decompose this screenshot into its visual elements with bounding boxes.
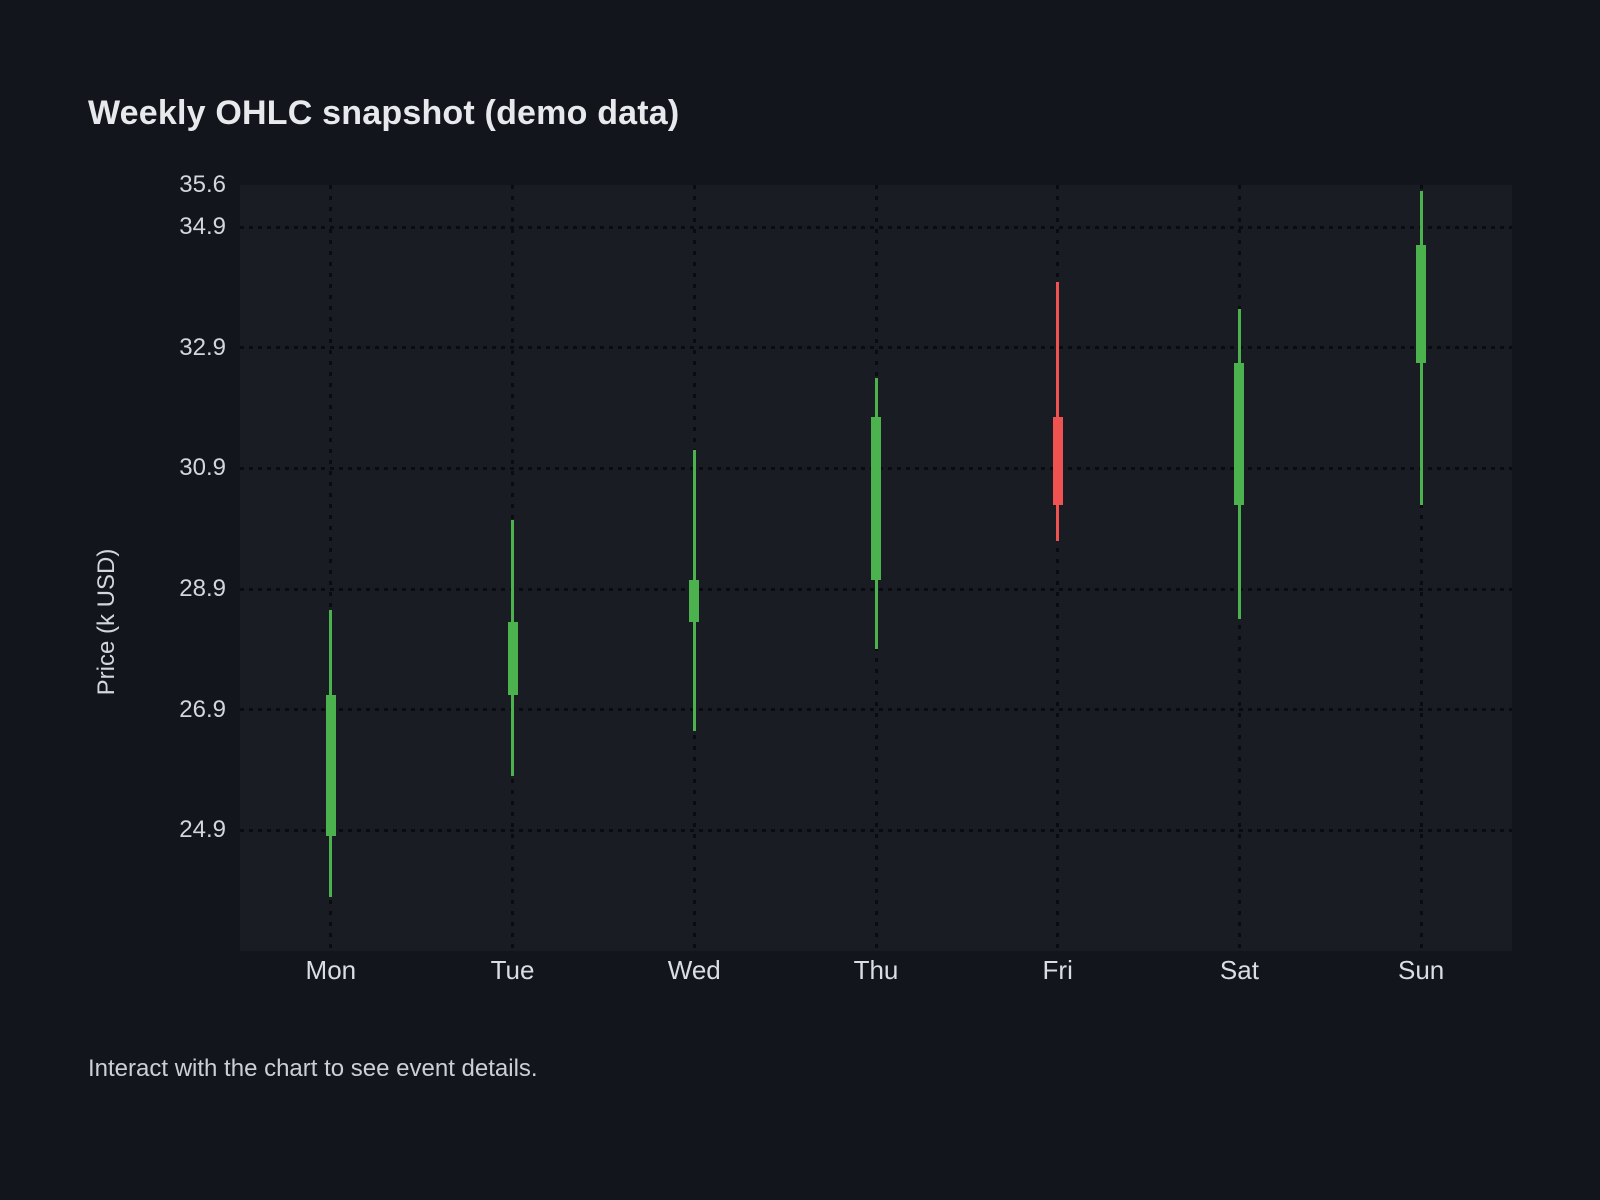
candle-wick-fri[interactable] [1056, 281, 1060, 541]
candle-body-sat[interactable] [1234, 362, 1245, 505]
y-tick-label: 32.9 [179, 333, 226, 361]
gridline-vertical [1056, 185, 1060, 951]
y-tick-label: 35.6 [179, 171, 226, 198]
x-tick-label-fri: Fri [1042, 955, 1073, 985]
candle-body-thu[interactable] [871, 417, 881, 581]
candle-body-fri[interactable] [1052, 417, 1063, 505]
candle-body-wed[interactable] [689, 580, 700, 623]
x-tick-label-thu: Thu [853, 955, 899, 985]
x-tick-label-mon: Mon [305, 955, 357, 985]
x-tick-label-sun: Sun [1398, 955, 1445, 985]
y-tick-label: 34.9 [179, 213, 226, 241]
y-tick-label: 28.9 [179, 575, 226, 603]
y-tick-label: 30.9 [179, 454, 226, 482]
candle-body-mon[interactable] [325, 694, 336, 837]
x-tick-label-sat: Sat [1219, 955, 1259, 985]
candle-body-tue[interactable] [507, 622, 518, 695]
gridline-vertical [329, 185, 333, 951]
gridline-vertical [1419, 185, 1423, 951]
footer-hint: Interact with the chart to see event det… [88, 1055, 538, 1082]
y-axis-title: Price (k USD) [93, 548, 120, 696]
plot-area[interactable] [240, 185, 1512, 951]
chart-title: Weekly OHLC snapshot (demo data) [88, 94, 680, 132]
y-tick-label: 26.9 [179, 695, 226, 723]
x-tick-label-wed: Wed [667, 955, 721, 985]
y-tick-label: 24.9 [179, 816, 226, 844]
x-tick-label-tue: Tue [490, 955, 535, 985]
candle-body-sun[interactable] [1416, 245, 1427, 363]
